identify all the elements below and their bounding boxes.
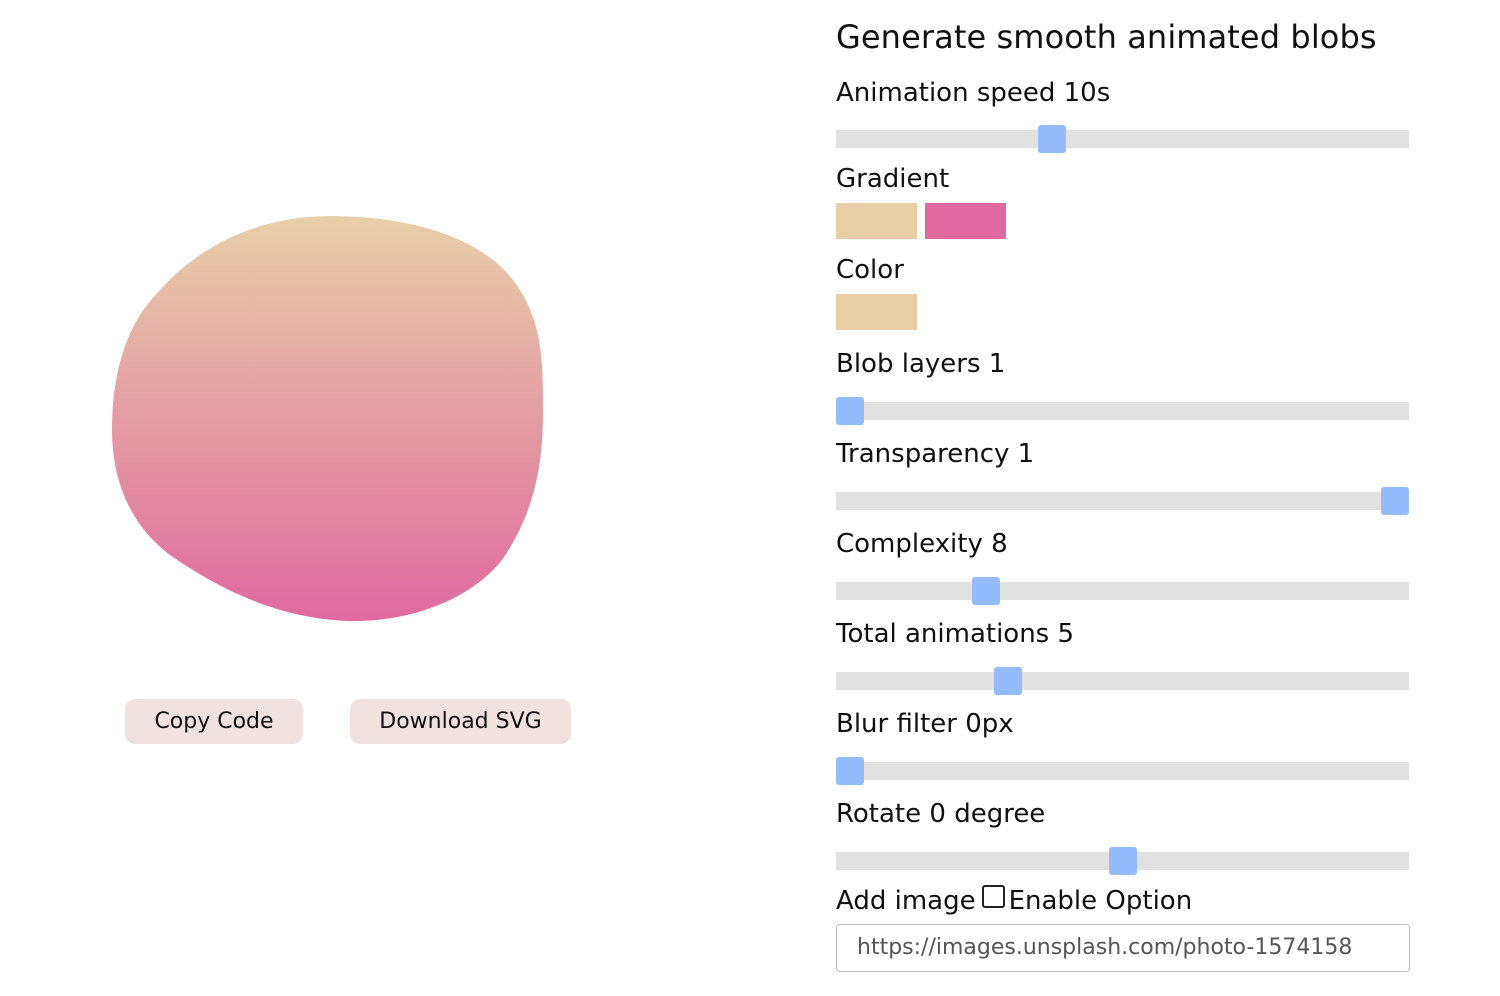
download-svg-button[interactable]: Download SVG	[350, 699, 571, 744]
blur-filter-slider[interactable]	[836, 757, 1409, 785]
rotate-slider-thumb[interactable]	[1108, 847, 1137, 875]
blob-shape	[112, 216, 543, 622]
blob-layers-label: Blob layers 1	[836, 349, 1006, 379]
gradient-end-swatch[interactable]	[925, 203, 1006, 239]
blob-layers-slider[interactable]	[836, 397, 1409, 425]
blur-filter-label: Blur filter 0px	[836, 709, 1014, 739]
rotate-slider[interactable]	[836, 847, 1409, 875]
transparency-label: Transparency 1	[836, 439, 1035, 469]
total-animations-slider-thumb[interactable]	[994, 667, 1023, 695]
enable-option-checkbox[interactable]	[981, 885, 1005, 908]
gradient-start-swatch[interactable]	[836, 203, 917, 239]
blob-preview	[100, 205, 560, 635]
blob-layers-slider-thumb[interactable]	[836, 397, 864, 425]
total-animations-slider[interactable]	[836, 667, 1409, 695]
blur-filter-slider-thumb[interactable]	[836, 757, 864, 785]
blob-svg	[112, 216, 543, 622]
gradient-label: Gradient	[836, 164, 950, 194]
animation-speed-slider-thumb[interactable]	[1037, 125, 1066, 153]
transparency-slider-thumb[interactable]	[1381, 487, 1409, 515]
rotate-label: Rotate 0 degree	[836, 799, 1046, 829]
image-url-input[interactable]: https://images.unsplash.com/photo-157415…	[836, 924, 1410, 972]
enable-option-label[interactable]: Enable Option	[1008, 886, 1193, 916]
animation-speed-slider[interactable]	[836, 125, 1409, 153]
color-label: Color	[836, 255, 904, 285]
complexity-slider[interactable]	[836, 577, 1409, 605]
copy-code-button[interactable]: Copy Code	[125, 699, 303, 744]
panel-title: Generate smooth animated blobs	[836, 18, 1377, 56]
add-image-label: Add image	[836, 886, 976, 916]
complexity-label: Complexity 8	[836, 529, 1008, 559]
total-animations-label: Total animations 5	[836, 619, 1075, 649]
animation-speed-label: Animation speed 10s	[836, 78, 1111, 108]
transparency-slider[interactable]	[836, 487, 1409, 515]
add-image-row: Add image Enable Option	[836, 885, 1192, 916]
color-swatch[interactable]	[836, 294, 917, 330]
complexity-slider-thumb[interactable]	[972, 577, 1001, 605]
